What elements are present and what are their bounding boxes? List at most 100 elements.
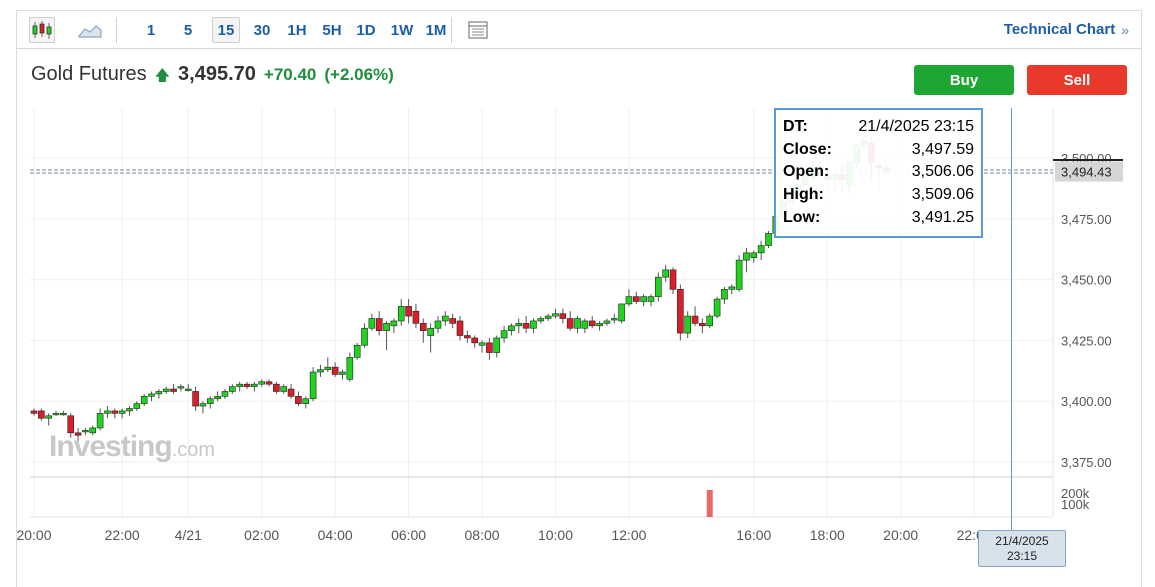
candle-body: [486, 342, 493, 353]
candle-body: [243, 383, 251, 387]
interval-button-1w[interactable]: 1W: [390, 21, 414, 39]
candle-body: [728, 286, 736, 290]
candle-body: [148, 393, 155, 397]
buy-button[interactable]: Buy: [914, 65, 1014, 95]
candle-body: [603, 320, 611, 324]
candle-body: [192, 391, 199, 407]
sell-button[interactable]: Sell: [1027, 65, 1127, 95]
tooltip-row: Close: 3,497.59: [783, 139, 974, 162]
price-change-percent: (+2.06%): [324, 65, 394, 84]
x-tick-label: 02:00: [244, 527, 279, 543]
candle-body: [449, 318, 456, 324]
volume-bar: [706, 490, 713, 517]
crosshair-time-label: 21/4/2025 23:15: [978, 530, 1066, 567]
candle-body: [677, 289, 684, 334]
candle-body: [221, 391, 229, 397]
candle-body: [522, 323, 530, 329]
candle-body: [38, 410, 45, 419]
candle-body: [618, 303, 625, 322]
candle-body: [89, 427, 97, 434]
candle-body: [302, 398, 310, 404]
interval-button-30[interactable]: 30: [253, 21, 271, 39]
candle-body: [456, 320, 464, 336]
candle-body: [632, 296, 640, 302]
candle-body: [273, 383, 280, 392]
candle-body: [669, 269, 677, 290]
candle-body: [309, 371, 317, 400]
interval-button-5h[interactable]: 5H: [322, 21, 342, 39]
tooltip-value: 21/4/2025 23:15: [858, 118, 974, 136]
candle-body: [353, 344, 361, 358]
x-tick-label: 08:00: [465, 527, 500, 543]
candle-body: [140, 396, 148, 404]
x-tick-label: 10:00: [538, 527, 573, 543]
interval-button-5[interactable]: 5: [183, 21, 193, 39]
y-tick-label: 3,375.00: [1061, 455, 1112, 470]
candle-body: [170, 388, 177, 392]
candle-body: [588, 320, 596, 327]
candle-body: [30, 410, 38, 414]
candle-body: [691, 315, 699, 324]
candle-body: [324, 366, 332, 370]
candle-body: [375, 318, 383, 331]
interval-button-15[interactable]: 15: [212, 17, 240, 43]
candle-body: [464, 335, 471, 339]
candle-body: [368, 318, 376, 329]
tooltip-value: 3,491.25: [911, 208, 974, 226]
volume-axis-label: 100k: [1061, 497, 1090, 512]
candle-body: [361, 327, 368, 346]
candle-body: [412, 310, 420, 324]
candle-body: [405, 306, 412, 317]
interval-button-1h[interactable]: 1H: [287, 21, 307, 39]
candle-body: [515, 323, 523, 327]
technical-chart-link[interactable]: Technical Chart »: [1004, 21, 1129, 38]
candle-body: [757, 245, 765, 254]
area-chart-icon[interactable]: [77, 17, 103, 43]
crosshair-time: 23:15: [1006, 549, 1038, 563]
candle-body: [184, 388, 192, 391]
toolbar-divider: [451, 17, 452, 43]
last-price-tag: [1055, 161, 1123, 182]
crosshair-date: 21/4/2025: [995, 534, 1049, 548]
candle-body: [265, 381, 273, 385]
candle-body: [60, 413, 67, 416]
candle-body: [625, 296, 633, 305]
candle-body: [74, 432, 82, 436]
table-icon[interactable]: [466, 17, 490, 43]
interval-button-1m[interactable]: 1M: [425, 21, 447, 39]
x-tick-label: 18:00: [810, 527, 845, 543]
candle-body: [500, 330, 508, 339]
candle-body: [765, 233, 772, 246]
candle-body: [434, 320, 442, 329]
candle-body: [493, 337, 501, 353]
candle-body: [442, 315, 449, 322]
candle-body: [52, 413, 60, 416]
tooltip-row: DT: 21/4/2025 23:15: [783, 116, 974, 139]
candle-body: [118, 410, 126, 414]
tooltip-row: High: 3,509.06: [783, 184, 974, 207]
candle-body: [295, 396, 302, 404]
candlestick-icon[interactable]: [29, 17, 55, 43]
y-tick-label: 3,450.00: [1061, 273, 1112, 288]
tooltip-value: 3,509.06: [911, 186, 974, 204]
candle-body: [559, 313, 567, 319]
candle-body: [743, 252, 750, 261]
volume-axis-label: 200k: [1061, 486, 1090, 501]
candle-body: [640, 296, 647, 302]
candle-body: [206, 398, 214, 404]
logo-main-text: Investing: [49, 430, 173, 463]
candle-body: [177, 386, 185, 389]
interval-button-1[interactable]: 1: [146, 21, 156, 39]
last-price-tag-label: 3,494.43: [1061, 165, 1112, 180]
candle-body: [383, 323, 390, 331]
tooltip-row: Open: 3,506.06: [783, 161, 974, 184]
candle-body: [750, 252, 758, 259]
interval-button-1d[interactable]: 1D: [356, 21, 376, 39]
tooltip-key: High:: [783, 186, 824, 204]
candle-body: [287, 388, 295, 397]
double-chevron-right-icon: »: [1121, 21, 1129, 38]
candle-body: [427, 327, 434, 336]
candle-body: [229, 386, 236, 392]
quote-header: Gold Futures 🡅 3,495.70 +70.40 (+2.06%): [31, 63, 394, 90]
